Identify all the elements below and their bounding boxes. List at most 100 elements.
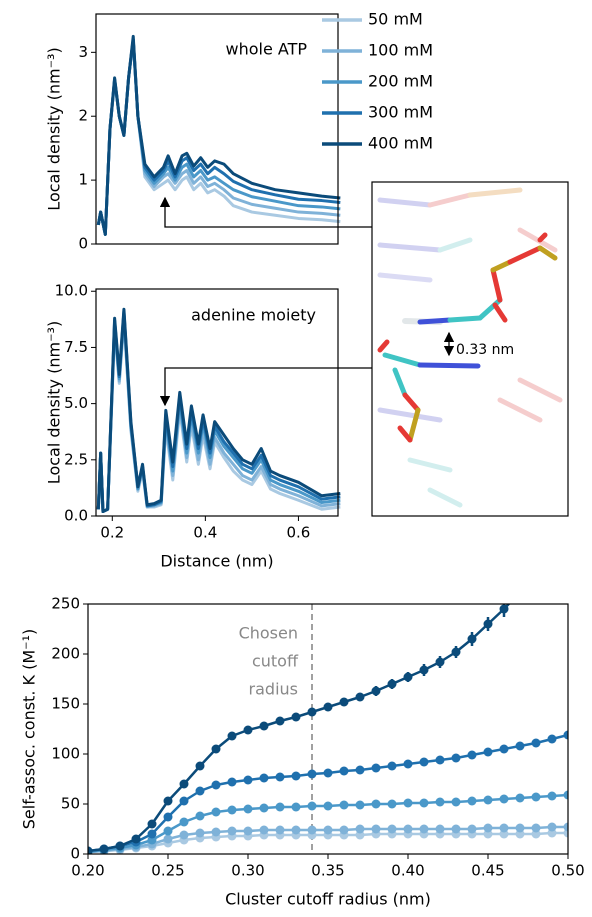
marker <box>179 796 189 806</box>
marker <box>547 734 557 744</box>
marker <box>291 802 301 812</box>
marker <box>515 741 525 751</box>
marker <box>147 829 157 839</box>
axes-frame <box>95 288 339 517</box>
marker <box>195 786 205 796</box>
x-axis-label: Distance (nm) <box>160 552 273 571</box>
marker <box>387 679 397 689</box>
marker <box>259 825 269 835</box>
marker <box>291 825 301 835</box>
marker <box>355 692 365 702</box>
y-axis-label: Local density (nm⁻³) <box>45 47 64 210</box>
x-tick-label: 0.4 <box>193 524 217 542</box>
marker <box>227 777 237 787</box>
marker <box>211 744 221 754</box>
marker <box>307 825 317 835</box>
marker <box>227 826 237 836</box>
x-tick-label: 0.20 <box>71 862 104 880</box>
y-tick-label: 50 <box>61 795 80 813</box>
marker <box>483 795 493 805</box>
marker <box>403 759 413 769</box>
y-tick-label: 5.0 <box>64 394 88 412</box>
marker <box>275 802 285 812</box>
axes-frame <box>87 603 569 855</box>
marker <box>467 634 477 644</box>
x-tick-label: 0.30 <box>231 862 264 880</box>
marker <box>435 657 445 667</box>
marker <box>403 672 413 682</box>
marker <box>163 834 173 844</box>
distance-annotation: 0.33 nm <box>456 342 514 358</box>
marker <box>564 530 573 539</box>
y-tick-label: 3 <box>78 43 88 61</box>
marker <box>243 804 253 814</box>
y-tick-label: 1 <box>78 171 88 189</box>
marker <box>563 730 568 740</box>
marker <box>211 780 221 790</box>
series-line <box>96 309 341 514</box>
marker <box>243 826 253 836</box>
marker <box>435 824 445 834</box>
marker <box>547 791 557 801</box>
legend-label: 400 mM <box>368 134 433 153</box>
marker <box>483 747 493 757</box>
series-line <box>96 316 341 514</box>
marker <box>499 794 509 804</box>
y-tick-label: 0 <box>70 845 80 863</box>
marker <box>323 768 333 778</box>
x-tick-label: 0.45 <box>471 862 504 880</box>
marker <box>147 819 157 829</box>
marker <box>467 796 477 806</box>
marker <box>99 844 109 854</box>
marker <box>467 824 477 834</box>
marker <box>163 796 173 806</box>
marker <box>163 826 173 836</box>
marker <box>531 792 541 802</box>
marker <box>307 801 317 811</box>
x-tick-label: 0.6 <box>287 524 311 542</box>
x-tick-label: 0.50 <box>551 862 584 880</box>
legend-label: 200 mM <box>368 72 433 91</box>
panel-label: whole ATP <box>225 40 307 59</box>
marker <box>179 779 189 789</box>
marker <box>531 738 541 748</box>
marker <box>371 824 381 834</box>
marker <box>307 769 317 779</box>
marker <box>291 712 301 722</box>
marker <box>515 793 525 803</box>
marker <box>339 800 349 810</box>
marker <box>243 775 253 785</box>
y-tick-label: 150 <box>51 695 80 713</box>
x-tick-label: 0.25 <box>151 862 184 880</box>
marker <box>339 697 349 707</box>
marker <box>275 825 285 835</box>
y-tick-label: 250 <box>51 595 80 613</box>
marker <box>547 822 557 832</box>
y-tick-label: 0.0 <box>64 507 88 525</box>
marker <box>211 807 221 817</box>
marker <box>532 570 541 579</box>
marker <box>259 773 269 783</box>
marker <box>323 825 333 835</box>
marker <box>339 825 349 835</box>
marker <box>371 763 381 773</box>
marker <box>275 716 285 726</box>
marker <box>387 824 397 834</box>
marker <box>435 797 445 807</box>
marker <box>371 686 381 696</box>
x-tick-label: 0.35 <box>311 862 344 880</box>
series-line <box>96 307 341 514</box>
marker <box>323 801 333 811</box>
marker <box>259 721 269 731</box>
marker <box>467 750 477 760</box>
marker <box>339 766 349 776</box>
marker <box>115 841 125 851</box>
marker <box>531 823 541 833</box>
panel-label: adenine moiety <box>191 306 316 325</box>
marker <box>259 803 269 813</box>
marker <box>355 800 365 810</box>
marker <box>435 755 445 765</box>
marker <box>195 828 205 838</box>
marker <box>516 588 525 597</box>
marker <box>451 753 461 763</box>
